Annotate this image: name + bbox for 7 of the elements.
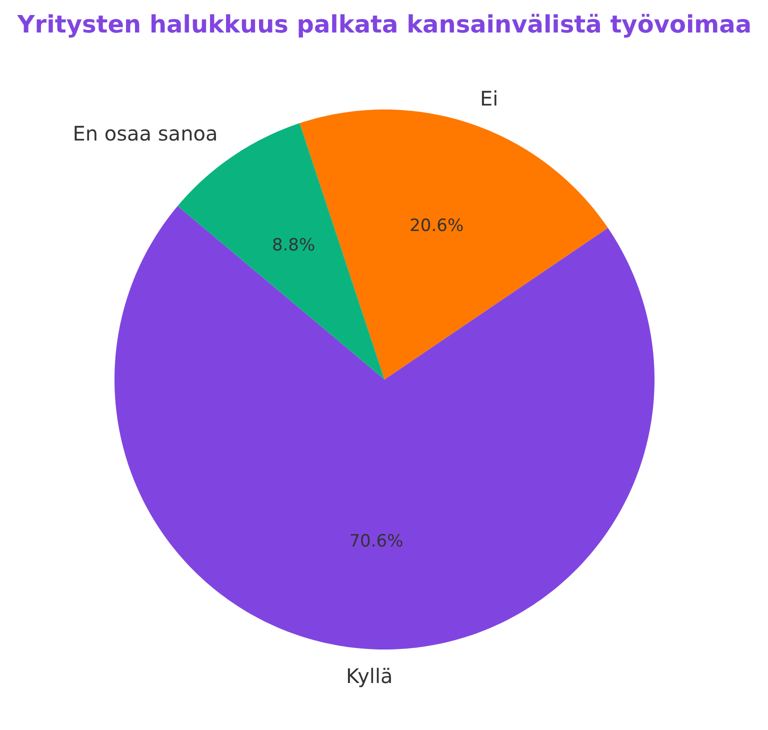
slice-label: Kyllä [346, 664, 393, 688]
slice-label: Ei [480, 86, 498, 110]
slice-label: En osaa sanoa [72, 122, 218, 146]
data-label: 20.6% [410, 216, 464, 236]
data-label: 70.6% [349, 531, 404, 552]
chart-title: Yritysten halukkuus palkata kansainvälistä työvoimaa [16, 10, 752, 38]
data-label: 8.8% [272, 235, 316, 256]
